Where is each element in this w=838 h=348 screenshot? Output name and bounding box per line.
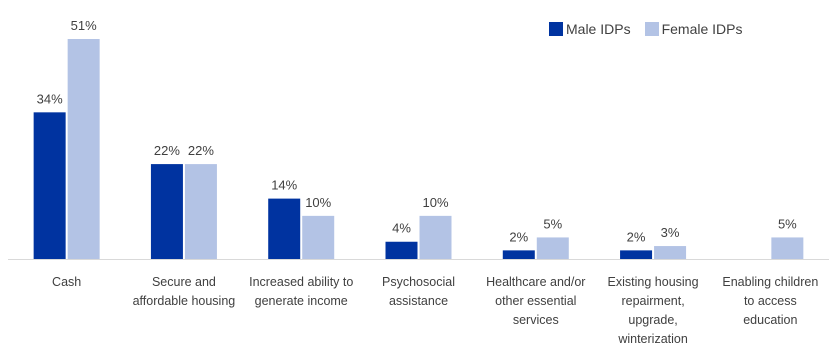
category-label-6: Enabling children to access education [722, 275, 818, 327]
legend-label-female: Female IDPs [661, 21, 743, 37]
data-label-female-0: 51% [71, 18, 97, 33]
legend-swatch-male [549, 22, 563, 36]
bar-female-3 [419, 215, 452, 259]
category-label-3: Psychosocial assistance [382, 275, 455, 308]
data-label-female-5: 3% [661, 225, 680, 240]
category-label-0: Cash [52, 275, 81, 289]
legend-item-male: Male IDPs [549, 21, 631, 37]
data-label-female-2: 10% [305, 195, 331, 210]
data-label-male-0: 34% [37, 91, 63, 106]
bar-male-3 [385, 241, 418, 259]
data-label-male-4: 2% [509, 229, 528, 244]
bar-female-5 [654, 246, 687, 259]
category-label-2: Increased ability to generate income [249, 275, 353, 308]
category-label-4: Healthcare and/or other essential services [486, 275, 585, 327]
bar-female-0 [67, 39, 100, 259]
category-label-5: Existing housing repairment, upgrade, winte… [608, 275, 699, 346]
bar-female-6 [771, 237, 804, 259]
data-label-female-3: 10% [422, 195, 448, 210]
bar-female-2 [302, 215, 335, 259]
legend-swatch-female [644, 22, 659, 36]
bar-male-4 [502, 250, 535, 259]
data-label-female-6: 5% [778, 216, 797, 231]
data-label-male-3: 4% [392, 221, 411, 236]
bar-male-2 [268, 198, 301, 259]
data-label-female-4: 5% [543, 216, 562, 231]
legend: Male IDPs Female IDPs [549, 21, 757, 37]
legend-item-female: Female IDPs [644, 21, 743, 37]
legend-label-male: Male IDPs [566, 21, 631, 37]
data-label-female-1: 22% [188, 143, 214, 158]
data-label-male-5: 2% [627, 229, 646, 244]
data-label-male-1: 22% [154, 143, 180, 158]
category-label-1: Secure and affordable housing [133, 275, 236, 308]
bar-male-0 [33, 112, 66, 259]
bar-male-5 [620, 250, 653, 259]
bar-female-4 [536, 237, 569, 259]
data-label-male-2: 14% [271, 178, 297, 193]
bar-female-1 [184, 164, 217, 259]
bar-male-1 [150, 164, 183, 259]
